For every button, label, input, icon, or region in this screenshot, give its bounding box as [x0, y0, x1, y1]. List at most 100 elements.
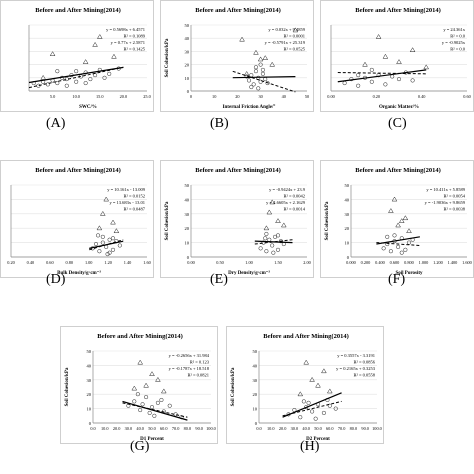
data-point-triangle [269, 199, 276, 205]
chart-title: Before and After Mining(2014) [263, 333, 349, 340]
panel-label: (F) [388, 272, 406, 287]
data-point-circle [258, 79, 263, 84]
data-point-triangle [160, 388, 167, 394]
data-point-triangle [103, 196, 110, 202]
data-point-circle [313, 416, 318, 421]
data-point-circle [253, 65, 259, 70]
data-point-circle [258, 62, 263, 67]
regression-equation: y = -0.5791x + 25.319 [265, 40, 306, 45]
regression-equation: y = 10.411x + 5.8589 [426, 187, 465, 192]
data-point-circle [83, 81, 88, 86]
data-point-triangle [303, 359, 310, 365]
x-tick-label: 20 [235, 94, 239, 99]
x-tick-label: 2.00 [303, 260, 311, 265]
data-point-triangle [382, 53, 389, 59]
y-tick-label: 40 [87, 363, 92, 368]
data-point-circle [88, 77, 93, 82]
regression-equation: y = -1.9036x + 9.8659 [425, 200, 466, 205]
x-tick-label: 60.0 [326, 426, 334, 431]
x-tick-label: 1.00 [245, 260, 253, 265]
x-axis-label: SWC/% [79, 105, 97, 110]
y-tick-label: 0 [89, 421, 92, 426]
data-point-circle [275, 233, 281, 238]
x-tick-label: 1.60 [143, 260, 151, 265]
y-tick-label: 0 [347, 255, 350, 260]
panel-label: (B) [210, 116, 229, 131]
data-point-triangle [395, 222, 401, 228]
data-point-triangle [391, 196, 398, 202]
x-tick-label: 40.0 [136, 426, 144, 431]
data-point-circle [167, 403, 172, 408]
trend-line [232, 70, 296, 93]
y-tick-label: 0 [187, 255, 190, 260]
x-tick-label: 20.0 [279, 426, 287, 431]
x-tick-label: 1.200 [433, 260, 443, 265]
data-point-circle [249, 73, 254, 78]
trend-line [282, 392, 342, 418]
y-tick-label: 40 [345, 197, 350, 202]
chart-svg: Before and After Mining(2014) 0 10 20 30 40 50… [165, 7, 309, 110]
chart-svg: Before and After Mining(2014) 0 10 20 30 40 50… [231, 333, 382, 442]
regression-equation: R² = 0.0042 [283, 194, 305, 199]
y-tick-label: 20 [185, 63, 190, 68]
data-point-circle [104, 244, 109, 249]
data-point-circle [100, 234, 105, 239]
regression-equation: y = 4.6605x + 2.1629 [266, 200, 306, 205]
y-tick-label: 20 [345, 226, 350, 231]
regression-equation: R² = 0.0856 [353, 360, 375, 365]
chart-svg: Before and After Mining(2014) 5.0 10.0 15.0… [28, 7, 151, 110]
y-tick-label: 20 [253, 392, 258, 397]
y-tick-label: 10 [253, 407, 258, 412]
data-point-circle [55, 81, 60, 86]
data-point-circle [396, 244, 401, 249]
regression-equation: y = 0.2165x + 0.3253 [336, 366, 376, 371]
panel-label: (G) [130, 439, 150, 454]
regression-equation: R² = 0.0038 [443, 207, 465, 212]
chart-title: Before and After Mining(2014) [355, 7, 441, 14]
regression-equation: R² = 0.1425 [123, 47, 145, 52]
data-point-circle [270, 243, 275, 248]
trend-line [337, 72, 427, 75]
regression-equation: R² = 0.0487 [123, 207, 145, 212]
x-axis-label: D2 Percent [306, 437, 330, 442]
y-tick-label: 10 [185, 241, 190, 246]
x-tick-label: 1.00 [85, 260, 93, 265]
x-tick-label: 40.0 [302, 426, 310, 431]
data-point-triangle [253, 49, 259, 55]
regression-equation: R² = 0.0014 [283, 207, 305, 212]
data-point-triangle [297, 391, 304, 397]
panel-label: (D) [46, 272, 66, 287]
chart-svg: Before and After Mining(2014) 0 10 20 30 40 50… [325, 167, 472, 276]
data-point-circle [256, 86, 261, 91]
y-tick-label: 40 [185, 36, 190, 41]
x-tick-label: 100.0 [372, 426, 382, 431]
y-tick-label: 0 [187, 89, 190, 94]
data-point-circle [392, 233, 397, 238]
data-point-triangle [110, 219, 116, 225]
data-point-circle [74, 79, 79, 84]
data-point-circle [356, 73, 361, 78]
x-tick-label: 40 [282, 94, 286, 99]
data-point-triangle [321, 368, 327, 374]
data-point-triangle [239, 36, 245, 42]
x-tick-label: 0.400 [375, 260, 385, 265]
chart-panel: Before and After Mining(2014) 0.00 0.20 0.4… [320, 0, 474, 112]
x-tick-label: 70.0 [338, 426, 346, 431]
data-point-circle [152, 413, 157, 418]
data-point-circle [403, 247, 408, 252]
y-tick-label: 30 [253, 378, 258, 383]
regression-equation: y = -0.9025x [442, 40, 466, 45]
data-point-triangle [292, 27, 299, 33]
chart-svg: Before and After Mining(2014) 0 10 20 30 40 50… [165, 167, 311, 276]
data-point-circle [410, 78, 415, 83]
data-point-circle [74, 69, 79, 74]
data-point-circle [327, 403, 332, 408]
y-tick-label: 50 [185, 23, 190, 28]
chart-title: Before and After Mining(2014) [355, 167, 441, 174]
data-point-circle [135, 392, 140, 397]
data-point-triangle [113, 228, 120, 234]
regression-equation: y = 0.032x + 9.4859 [268, 27, 305, 32]
data-point-triangle [423, 64, 430, 70]
x-tick-label: 60.0 [160, 426, 168, 431]
